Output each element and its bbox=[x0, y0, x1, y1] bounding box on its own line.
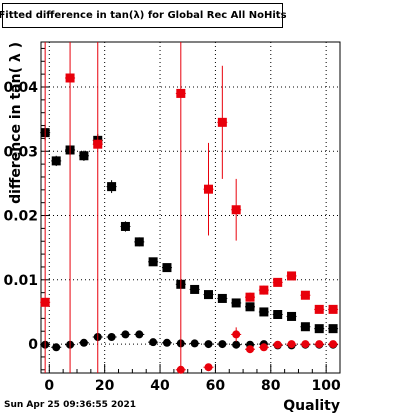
x-tick-label: 80 bbox=[261, 378, 281, 394]
data-point bbox=[245, 302, 255, 312]
x-tick-label: 100 bbox=[312, 378, 341, 394]
data-point bbox=[287, 311, 297, 321]
data-point bbox=[300, 322, 310, 332]
data-point bbox=[176, 88, 186, 98]
data-point bbox=[328, 324, 338, 334]
data-point bbox=[203, 290, 213, 300]
data-point bbox=[314, 304, 324, 314]
data-point bbox=[120, 221, 130, 231]
data-point bbox=[79, 338, 88, 347]
data-point bbox=[162, 338, 171, 347]
data-point bbox=[121, 330, 130, 339]
data-point bbox=[204, 340, 213, 349]
chart-title-text: Fitted difference in tan(λ) for Global R… bbox=[0, 10, 287, 21]
data-point bbox=[231, 298, 241, 308]
data-point bbox=[301, 340, 310, 349]
data-point bbox=[217, 293, 227, 303]
tick-labels: 0 20 40 60 80 100 0 0.01 0.02 0.03 0.04 bbox=[3, 80, 341, 394]
y-tick-label: 0.04 bbox=[3, 80, 38, 96]
series-3 bbox=[175, 327, 339, 374]
series-2 bbox=[40, 42, 339, 373]
data-point bbox=[51, 156, 61, 166]
data-point bbox=[40, 297, 50, 307]
x-tick-label: 20 bbox=[95, 378, 115, 394]
chart-title: Fitted difference in tan(λ) for Global R… bbox=[0, 3, 287, 28]
data-point bbox=[217, 117, 227, 127]
data-point bbox=[328, 304, 338, 314]
data-point bbox=[190, 339, 199, 348]
data-point bbox=[232, 340, 241, 349]
data-point bbox=[287, 340, 296, 349]
data-point bbox=[273, 277, 283, 287]
x-axis-label: Quality bbox=[283, 398, 340, 414]
series-0 bbox=[40, 124, 339, 334]
data-point bbox=[287, 271, 297, 281]
data-point bbox=[231, 205, 241, 215]
data-point bbox=[273, 310, 283, 320]
x-tick-label: 0 bbox=[44, 378, 54, 394]
grid bbox=[41, 42, 340, 373]
data-point bbox=[259, 307, 269, 317]
data-point bbox=[218, 340, 227, 349]
data-point bbox=[329, 340, 338, 349]
data-point bbox=[259, 343, 268, 352]
data-point bbox=[315, 340, 324, 349]
data-point bbox=[245, 292, 255, 302]
y-tick-label: 0.02 bbox=[3, 209, 38, 225]
data-point bbox=[204, 363, 213, 372]
data-point bbox=[149, 338, 158, 347]
data-point bbox=[190, 284, 200, 294]
data-point bbox=[232, 330, 241, 339]
y-axis-label: difference in tan( λ ) bbox=[8, 42, 24, 204]
data-point bbox=[203, 184, 213, 194]
data-point bbox=[79, 151, 89, 161]
data-point bbox=[135, 330, 144, 339]
data-point bbox=[107, 182, 117, 192]
y-tick-label: 0 bbox=[28, 337, 38, 353]
x-tick-label: 60 bbox=[206, 378, 226, 394]
data-point bbox=[52, 343, 61, 352]
data-point bbox=[259, 285, 269, 295]
data-point bbox=[162, 263, 172, 273]
data-point bbox=[246, 345, 255, 354]
data-point bbox=[93, 139, 103, 149]
axis-ticks bbox=[41, 47, 341, 373]
timestamp: Sun Apr 25 09:36:55 2021 bbox=[4, 400, 137, 410]
data-point bbox=[273, 340, 282, 349]
data-marks bbox=[40, 42, 339, 374]
y-tick-label: 0.03 bbox=[3, 144, 38, 160]
data-point bbox=[176, 365, 185, 374]
data-point bbox=[134, 237, 144, 247]
x-tick-label: 40 bbox=[150, 378, 170, 394]
data-point bbox=[65, 73, 75, 83]
data-point bbox=[148, 257, 158, 267]
data-point bbox=[300, 290, 310, 300]
plot-frame bbox=[40, 41, 341, 374]
data-point bbox=[107, 333, 116, 342]
data-point bbox=[314, 324, 324, 334]
y-tick-label: 0.01 bbox=[3, 273, 38, 289]
